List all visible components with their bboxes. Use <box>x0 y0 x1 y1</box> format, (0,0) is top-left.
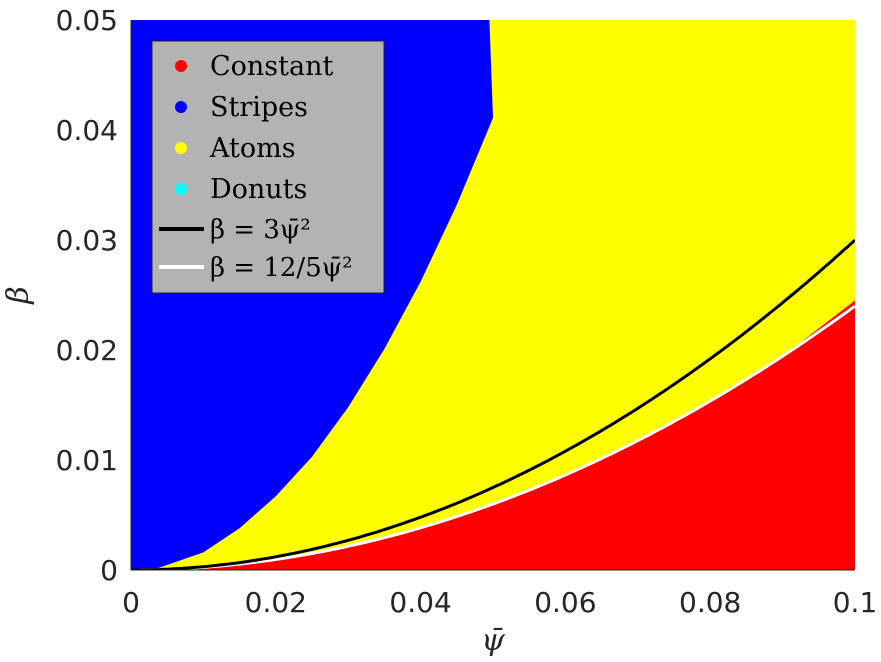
x-tick-label: 0.08 <box>679 586 741 619</box>
x-tick-label: 0.1 <box>833 586 878 619</box>
legend-line-white-label: β = 12/5ψ̄² <box>210 253 353 283</box>
legend-marker-constant <box>175 60 187 72</box>
legend-line-black-label: β = 3ψ̄² <box>210 215 311 245</box>
legend-label-stripes: Stripes <box>210 92 308 123</box>
y-tick-label: 0.01 <box>56 444 118 477</box>
x-axis-label: ψ̄ <box>481 623 505 658</box>
x-tick-label: 0 <box>122 586 140 619</box>
y-tick-labels: 0 0.01 0.02 0.03 0.04 0.05 <box>56 4 118 587</box>
y-tick-label: 0.04 <box>56 114 118 147</box>
y-axis-label: β <box>1 286 36 304</box>
curve-12-5-psi-squared <box>131 304 855 570</box>
legend-label-atoms: Atoms <box>209 133 296 164</box>
y-tick-label: 0.02 <box>56 334 118 367</box>
legend-marker-atoms <box>175 142 187 154</box>
x-tick-label: 0.06 <box>534 586 596 619</box>
legend-marker-stripes <box>175 101 187 113</box>
plot-area <box>131 20 855 570</box>
y-tick-label: 0 <box>100 554 118 587</box>
legend-label-constant: Constant <box>210 51 333 82</box>
x-tick-labels: 0 0.02 0.04 0.06 0.08 0.1 <box>122 586 877 619</box>
x-tick-label: 0.02 <box>245 586 307 619</box>
curve-3-psi-squared <box>131 238 855 570</box>
legend-box <box>151 40 385 294</box>
legend-items: Constant Stripes Atoms Donuts <box>175 51 333 205</box>
y-tick-label: 0.03 <box>56 224 118 257</box>
x-tick-label: 0.04 <box>389 586 451 619</box>
legend-label-donuts: Donuts <box>210 174 307 205</box>
legend-marker-donuts <box>175 183 187 195</box>
region-constant <box>152 300 855 570</box>
legend: Constant Stripes Atoms Donuts β = 3ψ̄² β = … <box>151 40 385 294</box>
y-tick-label: 0.05 <box>56 4 118 37</box>
